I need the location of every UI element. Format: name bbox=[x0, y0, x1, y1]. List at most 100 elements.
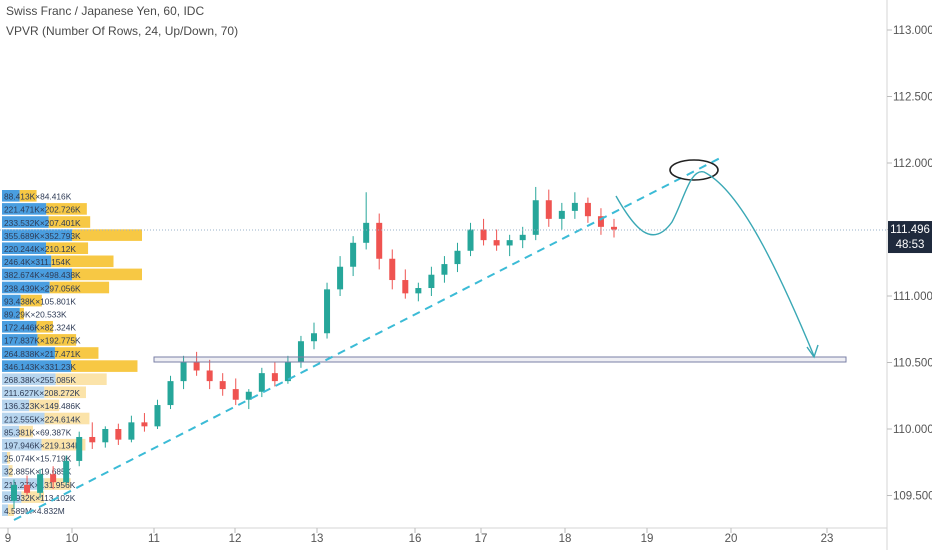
vp-row-label: 89.29K×20.533K bbox=[4, 310, 67, 320]
vp-row-label: 233.532K×207.401K bbox=[4, 218, 81, 228]
vp-row-label: 85.381K×69.387K bbox=[4, 427, 72, 437]
x-tick-label: 16 bbox=[409, 533, 422, 545]
vp-up-bar bbox=[2, 399, 30, 412]
vp-up-bar bbox=[2, 425, 20, 438]
vp-down-bar bbox=[72, 268, 142, 281]
vp-row-label: 93.438K×105.801K bbox=[4, 296, 76, 306]
x-tick-label: 11 bbox=[148, 533, 160, 545]
candle-down bbox=[115, 429, 122, 440]
projection-path[interactable] bbox=[615, 171, 815, 357]
vp-down-bar bbox=[55, 373, 107, 385]
vp-row-label: 25.074K×15.719K bbox=[4, 454, 72, 464]
projection-arrowhead bbox=[806, 344, 819, 359]
candle-up bbox=[245, 391, 252, 400]
candle-down bbox=[611, 226, 617, 230]
y-tick-label: 112.500 bbox=[893, 92, 932, 104]
vp-row-label: 172.446K×82.324K bbox=[4, 323, 76, 333]
candle-up bbox=[167, 381, 174, 406]
y-tick-label: 110.500 bbox=[893, 358, 932, 370]
x-tick-label: 9 bbox=[5, 533, 11, 545]
vp-down-bar bbox=[46, 242, 89, 254]
trendline[interactable] bbox=[13, 155, 725, 521]
candles bbox=[11, 186, 617, 509]
vp-down-bar bbox=[20, 294, 42, 307]
candle-down bbox=[50, 474, 57, 483]
candle-down bbox=[402, 280, 409, 294]
candle-up bbox=[180, 362, 187, 382]
candle-up bbox=[558, 210, 565, 219]
vp-up-bar bbox=[2, 268, 72, 281]
vp-row-label: 382.674K×498.438K bbox=[4, 270, 81, 280]
candle-down bbox=[219, 381, 226, 390]
vp-row-label: 197.946K×219.134K bbox=[4, 441, 81, 451]
candle-up bbox=[532, 200, 539, 235]
vp-up-bar bbox=[2, 438, 42, 451]
vp-down-bar bbox=[48, 216, 91, 228]
vp-row-label: 246.4K×311.154K bbox=[4, 257, 71, 267]
vp-down-bar bbox=[71, 360, 138, 372]
vp-up-bar bbox=[2, 255, 52, 268]
breakout-ellipse[interactable] bbox=[669, 159, 719, 181]
vp-down-bar bbox=[44, 386, 86, 399]
vp-up-bar bbox=[2, 465, 9, 477]
candle-up bbox=[415, 288, 422, 294]
vp-row-label: 177.837K×192.775K bbox=[4, 336, 81, 346]
indicator-legend[interactable]: VPVR (Number Of Rows, 24, Up/Down, 70) bbox=[6, 24, 239, 38]
candle-up bbox=[284, 362, 291, 382]
candle-down bbox=[389, 258, 396, 281]
candle-up bbox=[337, 266, 344, 290]
vp-row-label: 355.689K×352.793K bbox=[4, 231, 81, 241]
vp-up-bar bbox=[2, 190, 20, 202]
vp-up-bar bbox=[2, 242, 47, 254]
countdown-label: 48:53 bbox=[896, 239, 925, 251]
vp-down-bar bbox=[19, 307, 24, 320]
candle-up bbox=[324, 289, 331, 334]
vp-down-bar bbox=[44, 412, 90, 425]
y-tick-label: 112.000 bbox=[893, 158, 932, 170]
candle-down bbox=[493, 240, 500, 246]
vp-down-bar bbox=[8, 465, 13, 477]
vp-down-bar bbox=[49, 281, 110, 294]
vp-down-bar bbox=[37, 334, 77, 346]
candle-down bbox=[89, 436, 96, 443]
vp-down-bar bbox=[41, 438, 86, 451]
candle-up bbox=[519, 234, 526, 241]
vp-up-bar bbox=[2, 229, 72, 241]
vp-up-bar bbox=[2, 504, 8, 516]
candle-up bbox=[506, 240, 513, 246]
vp-down-bar bbox=[36, 321, 53, 333]
current-price-tag: 111.496 48:53 bbox=[888, 221, 932, 254]
vp-up-bar bbox=[2, 478, 45, 490]
x-tick-label: 19 bbox=[641, 533, 654, 545]
vp-down-bar bbox=[44, 478, 71, 490]
vp-row-label: 264.838K×217.471K bbox=[4, 349, 81, 359]
vp-row-label: 212.555K×224.614K bbox=[4, 414, 81, 424]
volume-profile: 88.413K×84.416K 221.471K×202.726K 233.532K… bbox=[2, 190, 142, 516]
vp-row-label: 238.439K×297.056K bbox=[4, 283, 81, 293]
vp-row-label: 220.244K×210.12K bbox=[4, 244, 76, 254]
candle-up bbox=[76, 436, 83, 461]
candle-up bbox=[467, 229, 474, 251]
vp-down-bar bbox=[51, 255, 114, 268]
x-tick-label: 17 bbox=[475, 533, 488, 545]
candle-down bbox=[376, 222, 383, 259]
candle-up bbox=[428, 274, 435, 289]
x-tick-label: 23 bbox=[821, 533, 834, 545]
vp-up-bar bbox=[2, 452, 8, 464]
candle-down bbox=[232, 389, 239, 400]
vp-up-bar bbox=[2, 307, 20, 320]
support-zone[interactable] bbox=[153, 356, 847, 363]
vp-row-label: 221.471K×202.726K bbox=[4, 205, 81, 215]
vp-up-bar bbox=[2, 281, 50, 294]
y-tick-label: 109.500 bbox=[893, 491, 932, 503]
vp-row-label: 136.323K×149.486K bbox=[4, 401, 81, 411]
candle-up bbox=[154, 405, 161, 427]
candle-up bbox=[454, 250, 461, 265]
candle-down bbox=[206, 370, 213, 382]
vp-up-bar bbox=[2, 203, 47, 215]
x-tick-label: 10 bbox=[66, 533, 79, 545]
chart-title: Swiss Franc / Japanese Yen, 60, IDC bbox=[6, 4, 205, 18]
vp-down-bar bbox=[54, 347, 99, 359]
candle-down bbox=[584, 202, 591, 217]
